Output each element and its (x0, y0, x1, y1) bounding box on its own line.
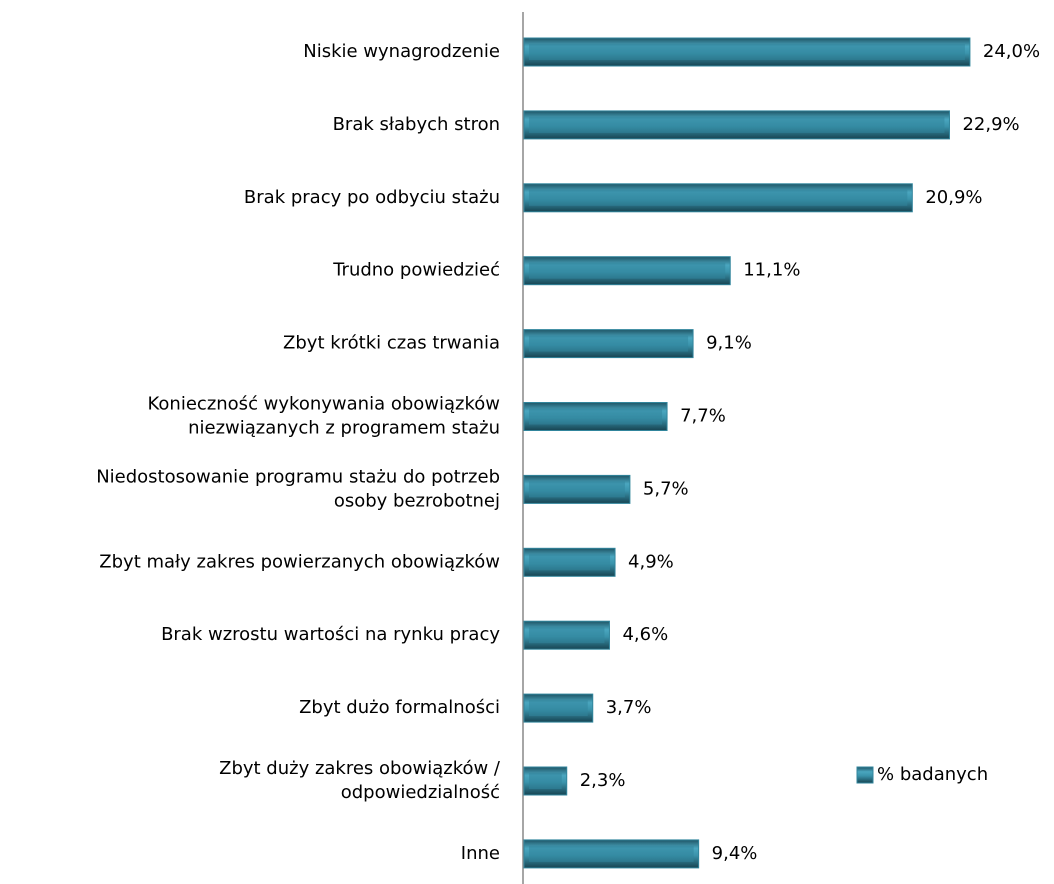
category-label-line: Zbyt krótki czas trwania (283, 333, 500, 354)
value-label: 22,9% (962, 114, 1019, 135)
bar-face (529, 408, 663, 425)
value-label: 3,7% (606, 697, 652, 718)
value-label: 24,0% (983, 41, 1040, 62)
category-label-line: Zbyt duży zakres obowiązków / (219, 758, 501, 779)
bar-face (529, 627, 605, 644)
category-label: Brak słabych stron (333, 114, 500, 135)
category-label: Inne (461, 843, 500, 864)
bar-face (529, 262, 726, 279)
value-label: 4,6% (622, 624, 668, 645)
category-label: Brak pracy po odbyciu stażu (244, 187, 500, 208)
category-label-line: Konieczność wykonywania obowiązków (148, 394, 500, 415)
category-label-line: Brak słabych stron (333, 114, 500, 135)
value-label: 11,1% (743, 260, 800, 281)
value-label: 4,9% (628, 551, 674, 572)
bar-face (529, 44, 965, 60)
category-label-line: Brak wzrostu wartości na rynku pracy (161, 624, 500, 645)
value-label: 5,7% (643, 478, 689, 499)
category-label: Zbyt duży zakres obowiązków / odpowiedzia… (219, 758, 501, 803)
category-label-line: Brak pracy po odbyciu stażu (244, 187, 500, 208)
bar-face (529, 335, 689, 352)
category-label-line: niezwiązanych z programem stażu (188, 418, 500, 439)
bar-face (529, 116, 945, 133)
value-label: 2,3% (580, 770, 626, 791)
legend-swatch (856, 766, 874, 784)
value-label: 20,9% (925, 187, 982, 208)
bar-face (529, 700, 588, 717)
bar-face (529, 481, 625, 498)
legend-label: % badanych (877, 764, 988, 785)
value-label: 9,1% (706, 333, 752, 354)
category-label-line: osoby bezrobotnej (334, 490, 500, 511)
category-label-line: Zbyt mały zakres powierzanych obowiązków (99, 551, 500, 572)
bar-face (529, 845, 694, 862)
category-label-line: odpowiedzialność (341, 782, 500, 803)
category-label-line: Niskie wynagrodzenie (303, 41, 500, 62)
category-label: Brak wzrostu wartości na rynku pracy (161, 624, 500, 645)
category-label: Konieczność wykonywania obowiązków niezwi… (148, 394, 500, 439)
category-label: Niskie wynagrodzenie (303, 41, 500, 62)
bar-face (529, 773, 562, 789)
category-label: Niedostosowanie programu stażu do potrze… (96, 466, 500, 511)
category-label-line: Niedostosowanie programu stażu do potrze… (96, 466, 500, 487)
bar-face (529, 189, 908, 206)
category-label-line: Trudno powiedzieć (332, 260, 500, 281)
category-label: Trudno powiedzieć (332, 260, 500, 281)
category-label-line: Inne (461, 843, 500, 864)
bar-face (529, 554, 611, 571)
value-label: 7,7% (680, 406, 726, 427)
value-label: 9,4% (712, 843, 758, 864)
category-label: Zbyt dużo formalności (299, 697, 500, 718)
category-label-line: Zbyt dużo formalności (299, 697, 500, 718)
category-label: Zbyt krótki czas trwania (283, 333, 500, 354)
category-label: Zbyt mały zakres powierzanych obowiązków (99, 551, 500, 572)
